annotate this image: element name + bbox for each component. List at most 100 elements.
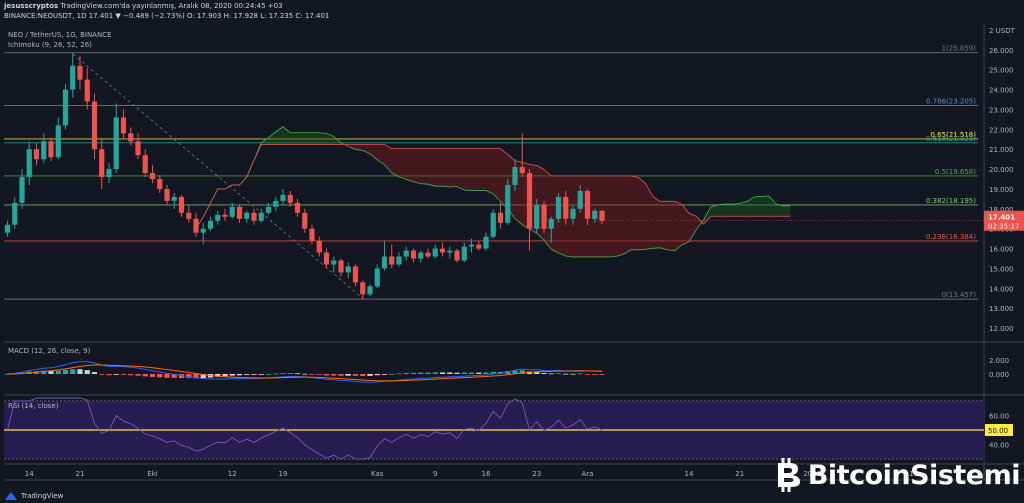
macd-histogram-bar (128, 374, 134, 376)
macd-histogram-bar (186, 374, 192, 379)
candle-body (33, 149, 40, 160)
macd-histogram-bar (548, 373, 554, 375)
rsi-axis-tick: 60.00 (989, 412, 1009, 420)
price-axis-tick: 14.000 (989, 285, 1014, 293)
macd-histogram-bar (425, 372, 431, 374)
macd-histogram-bar (476, 372, 482, 374)
candle-body (193, 218, 199, 233)
time-axis-tick: 23 (532, 470, 541, 478)
macd-histogram-bar (483, 372, 489, 374)
candle-body (4, 224, 11, 233)
time-axis-tick: 12 (228, 470, 237, 478)
macd-histogram-bar (490, 371, 496, 374)
candle-body (70, 65, 76, 90)
rsi-label: RSI (14, close) (8, 402, 59, 410)
last-price-value: 17.401 (988, 214, 1015, 222)
tradingview-brand: TradingView (21, 492, 64, 500)
macd-histogram-bar (418, 372, 424, 374)
candle-body (207, 220, 214, 229)
candle-body (12, 202, 18, 225)
macd-histogram-bar (294, 373, 301, 375)
macd-histogram-bar (570, 373, 576, 375)
candle-body (265, 206, 272, 213)
fib-level-label: 0.5(19.658) (935, 168, 976, 176)
candle-body (592, 210, 598, 219)
macd-histogram-bar (381, 374, 388, 375)
macd-histogram-bar (273, 373, 279, 375)
candle-body (396, 256, 402, 265)
candle-body (99, 149, 105, 178)
candle-body (577, 190, 583, 209)
fib-level-label: 0.236(16.384) (926, 233, 976, 241)
candle-body (360, 282, 366, 295)
publish-info: TradingView.com'da yayınlanmış, Aralık 0… (60, 2, 283, 10)
macd-histogram-bar (367, 374, 373, 376)
macd-histogram-bar (374, 374, 380, 376)
candle-body (128, 133, 134, 142)
macd-histogram-bar (352, 374, 359, 376)
candle-body (244, 212, 250, 219)
last-price-tag (984, 210, 1024, 231)
macd-histogram-bar (577, 373, 583, 375)
candle-body (584, 190, 591, 219)
macd-histogram-bar (389, 373, 395, 375)
candle-body (113, 117, 119, 170)
candle-body (323, 252, 330, 265)
fib-level-label: 0.65(21.518) (930, 131, 976, 139)
candle-body (120, 117, 127, 134)
macd-histogram-bar (55, 370, 61, 374)
time-axis-tick: Ara (582, 470, 594, 478)
macd-histogram-bar (41, 370, 47, 374)
candle-body (316, 240, 322, 253)
time-axis-tick: 11 (909, 470, 918, 478)
candle-body (149, 173, 156, 180)
price-axis-tick: 19.000 (989, 186, 1014, 194)
candle-body (41, 141, 47, 160)
macd-histogram-bar (396, 373, 402, 375)
macd-histogram-bar (309, 374, 315, 375)
macd-histogram-bar (563, 373, 569, 375)
candle-body (418, 252, 424, 259)
fib-level-label: 0(13.457) (942, 291, 977, 299)
macd-histogram-bar (157, 374, 163, 378)
candle-body (302, 212, 308, 229)
macd-histogram-bar (555, 373, 562, 375)
candle-body (345, 266, 351, 273)
candle-body (222, 214, 228, 217)
tradingview-logo-icon (5, 492, 17, 500)
macd-histogram-bar (222, 374, 228, 377)
macd-histogram-bar (113, 374, 119, 375)
macd-axis-tick: 2.000 (989, 357, 1009, 365)
symbol-line: BINANCE:NEOUSDT, 1D 17.401 ▼ −0.489 (−2.… (4, 12, 330, 20)
candle-body (229, 206, 235, 217)
macd-histogram-bar (164, 374, 170, 378)
macd-histogram-bar (505, 371, 511, 374)
macd-histogram-bar (99, 374, 105, 375)
macd-histogram-bar (331, 374, 337, 376)
fib-level-label: 0.618(21.323) (926, 135, 976, 143)
candle-body (490, 212, 496, 237)
ichimoku-span-b-line (195, 144, 791, 229)
macd-histogram-bar (265, 373, 272, 375)
ichimoku-span-a-line (195, 126, 791, 258)
time-axis-tick: 2021 (803, 470, 821, 478)
candle-body (135, 141, 141, 156)
candle-body (273, 200, 279, 207)
macd-histogram-bar (142, 374, 148, 377)
time-axis-tick: 14 (25, 470, 34, 478)
candle-body (534, 204, 540, 229)
price-axis-tick: 2 USDT (989, 27, 1016, 35)
price-axis-tick: 12.000 (989, 325, 1014, 333)
candle-body (164, 188, 170, 201)
author-name: jesusscryptos (4, 2, 59, 10)
ichimoku-label: Ichimoku (9, 26, 52, 26) (8, 41, 92, 49)
macd-histogram-bar (447, 372, 453, 374)
tradingview-footer[interactable]: TradingView (4, 491, 63, 501)
price-axis-tick: 21.000 (989, 146, 1014, 154)
macd-label: MACD (12, 26, close, 9) (8, 347, 91, 355)
macd-histogram-bar (84, 370, 90, 374)
macd-histogram-bar (584, 374, 591, 375)
price-axis-tick: 26.000 (989, 47, 1014, 55)
macd-histogram-bar (258, 374, 264, 375)
